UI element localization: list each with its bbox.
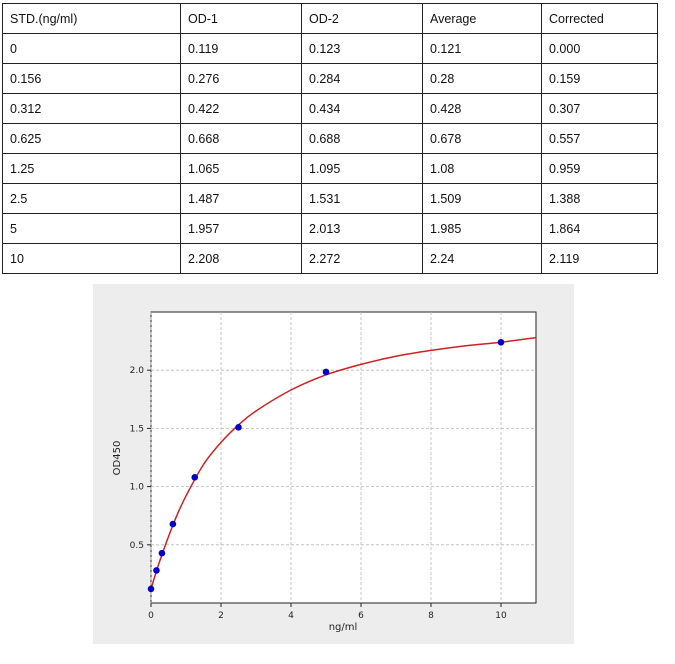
table-cell: 0.688 [301, 123, 423, 154]
x-tick-label: 0 [148, 611, 154, 621]
table-cell: 0.307 [541, 93, 658, 124]
table-cell: 1.08 [422, 153, 542, 184]
data-point [169, 520, 177, 528]
table-cell: 0.959 [541, 153, 658, 184]
table-row: 0 0.119 0.123 0.121 0.000 [2, 33, 658, 64]
table-cell: 1.095 [301, 153, 423, 184]
fit-curve-layer [150, 336, 537, 590]
table-cell: 0.000 [541, 33, 658, 64]
table-cell: 5 [2, 213, 181, 244]
table-cell: 0.159 [541, 63, 658, 94]
y-tick-label: 0.5 [130, 541, 144, 551]
data-point [497, 338, 505, 346]
y-axis-label: OD450 [112, 441, 123, 476]
x-tick-label: 8 [428, 611, 434, 621]
table-cell: 1.509 [422, 183, 542, 214]
standard-curve-figure: 0 2 4 6 8 10 0.5 1.0 1.5 2.0 ng/ml OD450 [93, 284, 574, 644]
y-tick-label: 2.0 [130, 366, 145, 376]
table-cell: 1.487 [180, 183, 302, 214]
table-row: 10 2.208 2.272 2.24 2.119 [2, 243, 658, 274]
table-cell: 2.5 [2, 183, 181, 214]
table-cell: 2.24 [422, 243, 542, 274]
table-cell: 0.119 [180, 33, 302, 64]
table-cell: 0.156 [2, 63, 181, 94]
data-point [158, 549, 166, 557]
table-cell: 2.208 [180, 243, 302, 274]
table-cell: 0.28 [422, 63, 542, 94]
grid-lines [150, 312, 536, 603]
data-point [322, 368, 330, 376]
table-cell: 0 [2, 33, 181, 64]
fit-curve-line [150, 336, 537, 590]
table-cell: 1.864 [541, 213, 658, 244]
table-cell: 2.119 [541, 243, 658, 274]
table-cell: 0.678 [422, 123, 542, 154]
table-cell: 2.272 [301, 243, 423, 274]
data-point [147, 585, 155, 593]
table-cell: 0.123 [301, 33, 423, 64]
table-cell: 0.428 [422, 93, 542, 124]
header-std: STD.(ng/ml) [2, 3, 181, 34]
plot-area [150, 311, 537, 604]
table-cell: 1.065 [180, 153, 302, 184]
data-point [191, 473, 199, 481]
header-average: Average [422, 3, 542, 34]
table-cell: 1.531 [301, 183, 423, 214]
data-points-layer [147, 338, 505, 593]
table-row: 0.156 0.276 0.284 0.28 0.159 [2, 63, 658, 94]
table-cell: 1.25 [2, 153, 181, 184]
table-cell: 0.312 [2, 93, 181, 124]
table-cell: 0.121 [422, 33, 542, 64]
standard-curve-chart: 0 2 4 6 8 10 0.5 1.0 1.5 2.0 ng/ml OD450 [112, 311, 537, 633]
table-row: 0.625 0.668 0.688 0.678 0.557 [2, 123, 658, 154]
table-header-row: STD.(ng/ml) OD-1 OD-2 Average Corrected [2, 3, 658, 34]
table-cell: 0.557 [541, 123, 658, 154]
table-cell: 0.284 [301, 63, 423, 94]
standard-table: STD.(ng/ml) OD-1 OD-2 Average Corrected … [2, 3, 658, 274]
y-tick-label: 1.5 [130, 424, 144, 434]
x-tick-label: 6 [358, 611, 364, 621]
header-corrected: Corrected [541, 3, 658, 34]
data-point [235, 424, 242, 431]
table-cell: 2.013 [301, 213, 423, 244]
axis-ticks: 0 2 4 6 8 10 0.5 1.0 1.5 2.0 [130, 366, 507, 621]
table-cell: 0.625 [2, 123, 181, 154]
table-cell: 0.276 [180, 63, 302, 94]
table-cell: 1.985 [422, 213, 542, 244]
table-cell: 10 [2, 243, 181, 274]
table-row: 5 1.957 2.013 1.985 1.864 [2, 213, 658, 244]
table-cell: 1.957 [180, 213, 302, 244]
table-row: 2.5 1.487 1.531 1.509 1.388 [2, 183, 658, 214]
table-cell: 0.668 [180, 123, 302, 154]
data-point [153, 567, 160, 574]
table-cell: 0.434 [301, 93, 423, 124]
table-cell: 0.422 [180, 93, 302, 124]
table-row: 0.312 0.422 0.434 0.428 0.307 [2, 93, 658, 124]
y-tick-label: 1.0 [130, 483, 145, 493]
table-row: 1.25 1.065 1.095 1.08 0.959 [2, 153, 658, 184]
x-axis-label: ng/ml [329, 622, 358, 633]
header-od2: OD-2 [301, 3, 423, 34]
x-tick-label: 2 [218, 611, 224, 621]
x-tick-label: 4 [288, 611, 294, 621]
table-cell: 1.388 [541, 183, 658, 214]
header-od1: OD-1 [180, 3, 302, 34]
x-tick-label: 10 [495, 611, 507, 621]
